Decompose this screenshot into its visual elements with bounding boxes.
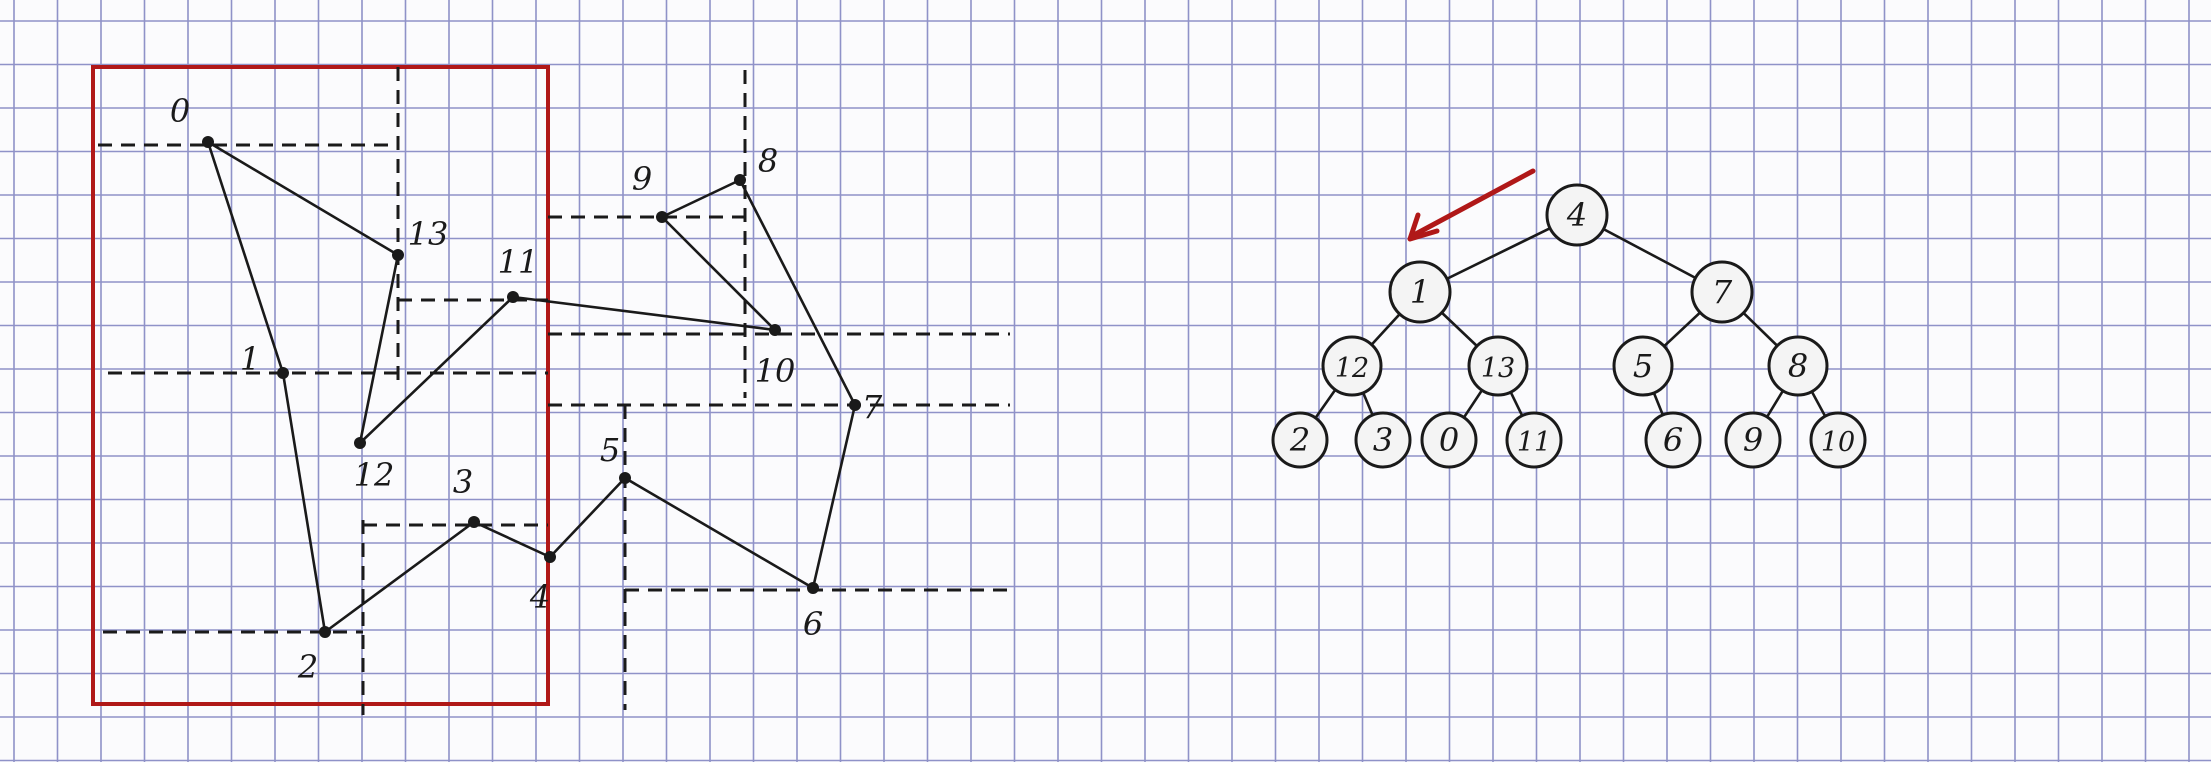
- polygon-edge: [323, 520, 476, 634]
- polygon-edge: [206, 140, 285, 375]
- polygon-point: [507, 291, 519, 303]
- tree-node-label: 2: [1289, 421, 1310, 459]
- tree-nodes: 4 1 7 12 13 5 8 2 3 0 11 6 9 10: [1271, 183, 1867, 469]
- point-label: 8: [758, 142, 778, 180]
- point-label: 4: [529, 578, 550, 616]
- tree-node-label: 4: [1566, 196, 1587, 234]
- point-label: 2: [297, 648, 318, 686]
- tree-node-circle: [1321, 335, 1383, 397]
- arrow-shaft: [1409, 168, 1536, 239]
- tree-node-circle: [1545, 183, 1609, 247]
- polygon-point: [277, 367, 289, 379]
- tree-node-circle: [1690, 260, 1754, 324]
- point-label: 5: [600, 431, 620, 469]
- tree-node-label: 9: [1743, 421, 1763, 459]
- tree-node-label: 0: [1439, 421, 1459, 459]
- point-label: 0: [170, 92, 190, 130]
- tree-node-label: 6: [1663, 421, 1683, 459]
- tree-node-label: 7: [1712, 273, 1733, 311]
- polygon-point: [619, 472, 631, 484]
- tree-node-circle: [1388, 260, 1452, 324]
- point-label: 6: [803, 605, 823, 643]
- point-label: 11: [498, 243, 539, 281]
- polygon-point: [656, 211, 668, 223]
- tree-node-label: 10: [1821, 427, 1855, 458]
- tree-node-label: 5: [1633, 347, 1653, 385]
- point-label: 7: [862, 388, 883, 426]
- point-label: 12: [354, 456, 395, 494]
- polygon-point: [544, 551, 556, 563]
- tree-node-circle: [1767, 335, 1829, 397]
- polygon-edge: [548, 476, 627, 559]
- tree-edges: [1298, 213, 1840, 441]
- polygon-edges: [206, 140, 857, 634]
- polygon-edge: [281, 371, 327, 634]
- point-label: 1: [240, 340, 260, 378]
- polygon-edge: [206, 140, 400, 257]
- frame-rect: [91, 65, 550, 706]
- tree-node-circle: [1612, 335, 1674, 397]
- polygon-point: [202, 136, 214, 148]
- point-label: 13: [408, 215, 449, 253]
- polygon-point: [354, 437, 366, 449]
- arrow-head: [1407, 212, 1440, 242]
- polygon-point: [319, 626, 331, 638]
- point-label: 3: [453, 463, 473, 501]
- point-label: 10: [755, 352, 796, 390]
- polygon-point: [849, 399, 861, 411]
- tree-node-circle: [1420, 411, 1478, 469]
- polygon-edge: [811, 403, 857, 590]
- polygon-edge: [358, 295, 515, 445]
- polygon-edge: [660, 215, 777, 332]
- polygon-edge: [660, 178, 742, 219]
- polygon-edge: [623, 476, 815, 590]
- tree-node-circle: [1809, 411, 1867, 469]
- tree-node-circle: [1354, 411, 1412, 469]
- tree-node-circle: [1467, 335, 1529, 397]
- tree-node-label: 11: [1517, 427, 1551, 458]
- tree-node-circle: [1724, 411, 1782, 469]
- polygon-edge: [738, 178, 857, 407]
- polygon-point: [734, 174, 746, 186]
- point-label: 9: [632, 160, 652, 198]
- bounding-frame: [91, 65, 550, 706]
- red-arrow-icon: [1407, 168, 1536, 242]
- tree-node-circle: [1271, 411, 1329, 469]
- polygon-point: [807, 582, 819, 594]
- polygon-point: [769, 324, 781, 336]
- polygon-point: [392, 249, 404, 261]
- polygon-edge: [511, 295, 777, 332]
- tree-node-label: 8: [1788, 347, 1808, 385]
- tree-node-circle: [1644, 411, 1702, 469]
- polygon-edge: [358, 253, 400, 445]
- polygon-point: [468, 516, 480, 528]
- tree-node-circle: [1505, 411, 1563, 469]
- tree-node-label: 1: [1410, 273, 1430, 311]
- tree-node-label: 13: [1481, 353, 1515, 384]
- tree-node-label: 3: [1373, 421, 1393, 459]
- polygon-edge: [472, 520, 552, 559]
- tree-node-label: 12: [1335, 353, 1369, 384]
